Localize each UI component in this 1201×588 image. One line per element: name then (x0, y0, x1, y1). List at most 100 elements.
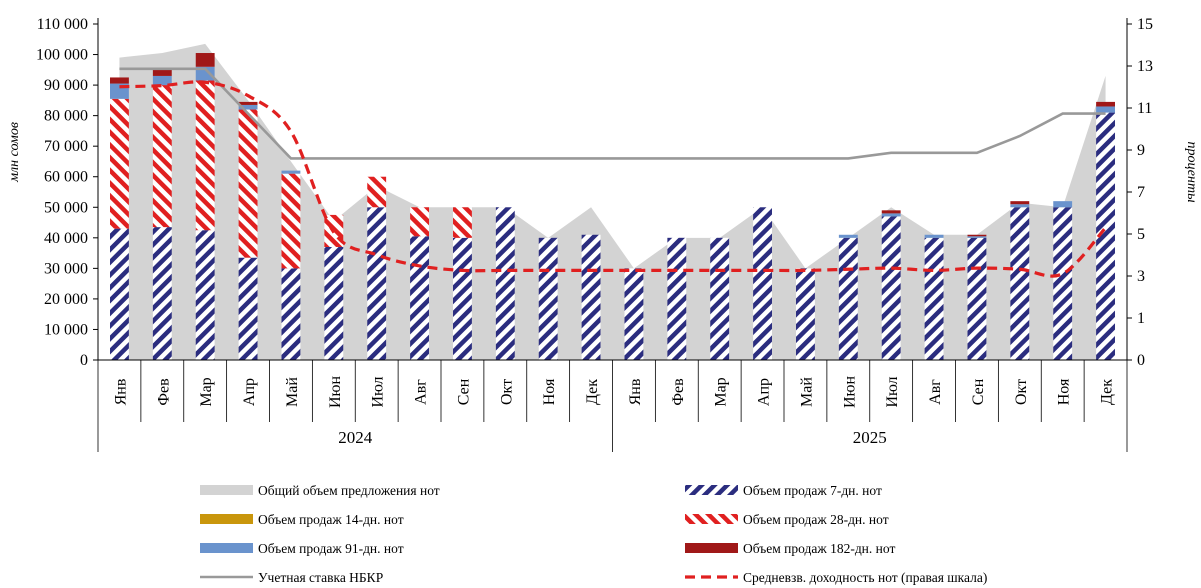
bar-segment-5-21 (1010, 201, 1030, 205)
y-tick-label: 50 000 (44, 199, 88, 216)
legend-item: Объем продаж 7-дн. нот (685, 483, 882, 498)
legend-swatch (200, 543, 253, 553)
bar-segment-1-3 (238, 257, 258, 360)
legend-item: Средневзв. доходность нот (правая шкала) (685, 570, 987, 585)
category-label: Мар (198, 377, 215, 406)
category-label: Июн (327, 376, 344, 409)
line-nbkr-rate (119, 67, 1106, 160)
bar-segment-1-23 (1096, 112, 1115, 360)
y-axis-title: млн сомов (7, 122, 22, 183)
legend-swatch (685, 514, 738, 524)
bar-segment-4-3 (238, 104, 258, 110)
bar-segment-1-21 (1010, 207, 1030, 360)
bar-segment-3-3 (238, 109, 258, 258)
legend-item: Объем продаж 14-дн. нот (200, 512, 404, 527)
bar-segment-1-7 (410, 236, 429, 360)
legend-label: Объем продаж 28-дн. нот (743, 512, 889, 527)
bar-segment-1-8 (453, 237, 472, 360)
bar-segment-1-16 (796, 268, 815, 360)
legend-label: Объем продаж 91-дн. нот (258, 541, 404, 556)
y2-tick-label: 15 (1137, 16, 1153, 33)
legend-swatch (200, 485, 253, 495)
bar-segment-1-20 (967, 237, 987, 360)
y-tick-label: 70 000 (44, 138, 88, 155)
category-label: Сен (970, 378, 987, 405)
bar-segment-1-9 (495, 207, 515, 360)
y2-tick-label: 3 (1137, 268, 1145, 285)
bar-segment-1-13 (667, 237, 687, 360)
legend-label: Объем продаж 7-дн. нот (743, 483, 882, 498)
legend-swatch (200, 514, 253, 524)
bar-segment-1-10 (538, 237, 558, 360)
legend-label: Объем продаж 14-дн. нот (258, 512, 404, 527)
category-label: Фев (155, 378, 172, 406)
bar-segment-1-22 (1053, 207, 1073, 360)
year-label: 2024 (338, 428, 373, 447)
bar-segment-1-0 (110, 228, 129, 360)
category-label: Май (798, 377, 815, 407)
bar-segment-1-5 (324, 246, 344, 360)
y-tick-label: 80 000 (44, 108, 88, 125)
bar-segment-5-2 (195, 53, 215, 67)
bar-segment-1-14 (710, 237, 730, 360)
bar-segment-5-18 (881, 210, 901, 214)
legend: Общий объем предложения нот Объем продаж … (200, 483, 987, 585)
bar-segment-3-2 (195, 80, 215, 231)
category-label: Окт (498, 379, 515, 405)
legend-swatch (685, 543, 738, 553)
bar-segment-5-1 (152, 69, 172, 76)
y2-tick-label: 0 (1137, 352, 1145, 369)
y-tick-label: 60 000 (44, 169, 88, 186)
y-tick-label: 40 000 (44, 230, 88, 247)
year-label: 2025 (853, 428, 887, 447)
category-label: Ноя (1056, 378, 1073, 405)
y-tick-label: 110 000 (37, 16, 88, 33)
bar-segment-1-11 (581, 234, 601, 360)
bar-segment-4-21 (1010, 204, 1030, 208)
bar-segment-4-4 (281, 170, 301, 174)
legend-label: Средневзв. доходность нот (правая шкала) (743, 570, 987, 585)
legend-label: Учетная ставка НБКР (258, 570, 383, 585)
bar-segment-5-0 (110, 77, 129, 84)
bars-layer (110, 53, 1115, 360)
bar-segment-5-23 (1096, 101, 1115, 107)
bar-segment-4-2 (195, 66, 215, 81)
y2-tick-label: 7 (1137, 184, 1145, 201)
bar-segment-4-1 (152, 75, 172, 86)
bar-segment-4-20 (967, 236, 987, 238)
category-label: Дек (1099, 379, 1116, 405)
y-tick-label: 0 (80, 352, 88, 369)
bar-segment-3-1 (152, 85, 172, 228)
legend-item: Объем продаж 28-дн. нот (685, 512, 889, 527)
bar-segment-3-4 (281, 173, 301, 269)
y-tick-label: 100 000 (36, 47, 88, 64)
category-label: Авг (927, 379, 944, 405)
y2-tick-label: 9 (1137, 142, 1145, 159)
legend-label: Общий объем предложения нот (258, 483, 440, 498)
bar-segment-5-3 (238, 101, 258, 105)
legend-item: Учетная ставка НБКР (200, 570, 383, 585)
category-label: Фев (670, 378, 687, 406)
bar-segment-1-12 (624, 268, 644, 360)
bar-segment-4-17 (838, 234, 858, 238)
bar-segment-4-19 (924, 234, 944, 238)
y-tick-label: 10 000 (44, 321, 88, 338)
axes-layer: 0 10 000 20 000 30 000 40 000 50 000 60 000 70 … (7, 16, 1199, 452)
y-tick-label: 30 000 (44, 260, 88, 277)
bar-segment-1-2 (195, 230, 215, 360)
bar-segment-3-0 (110, 98, 129, 229)
category-label: Май (284, 377, 301, 407)
offer-area-layer (119, 43, 1106, 360)
legend-swatch (685, 485, 738, 495)
bar-segment-3-8 (453, 207, 472, 238)
bar-segment-4-22 (1053, 201, 1073, 208)
bar-segment-3-6 (367, 176, 387, 208)
category-label: Янв (627, 378, 644, 405)
y2-axis-title: проценты (1184, 141, 1199, 202)
line-avg-yield (119, 80, 1107, 278)
area-total-offer (119, 43, 1106, 360)
y-tick-label: 20 000 (44, 291, 88, 308)
category-label: Ноя (541, 378, 558, 405)
bar-segment-4-18 (881, 213, 901, 217)
